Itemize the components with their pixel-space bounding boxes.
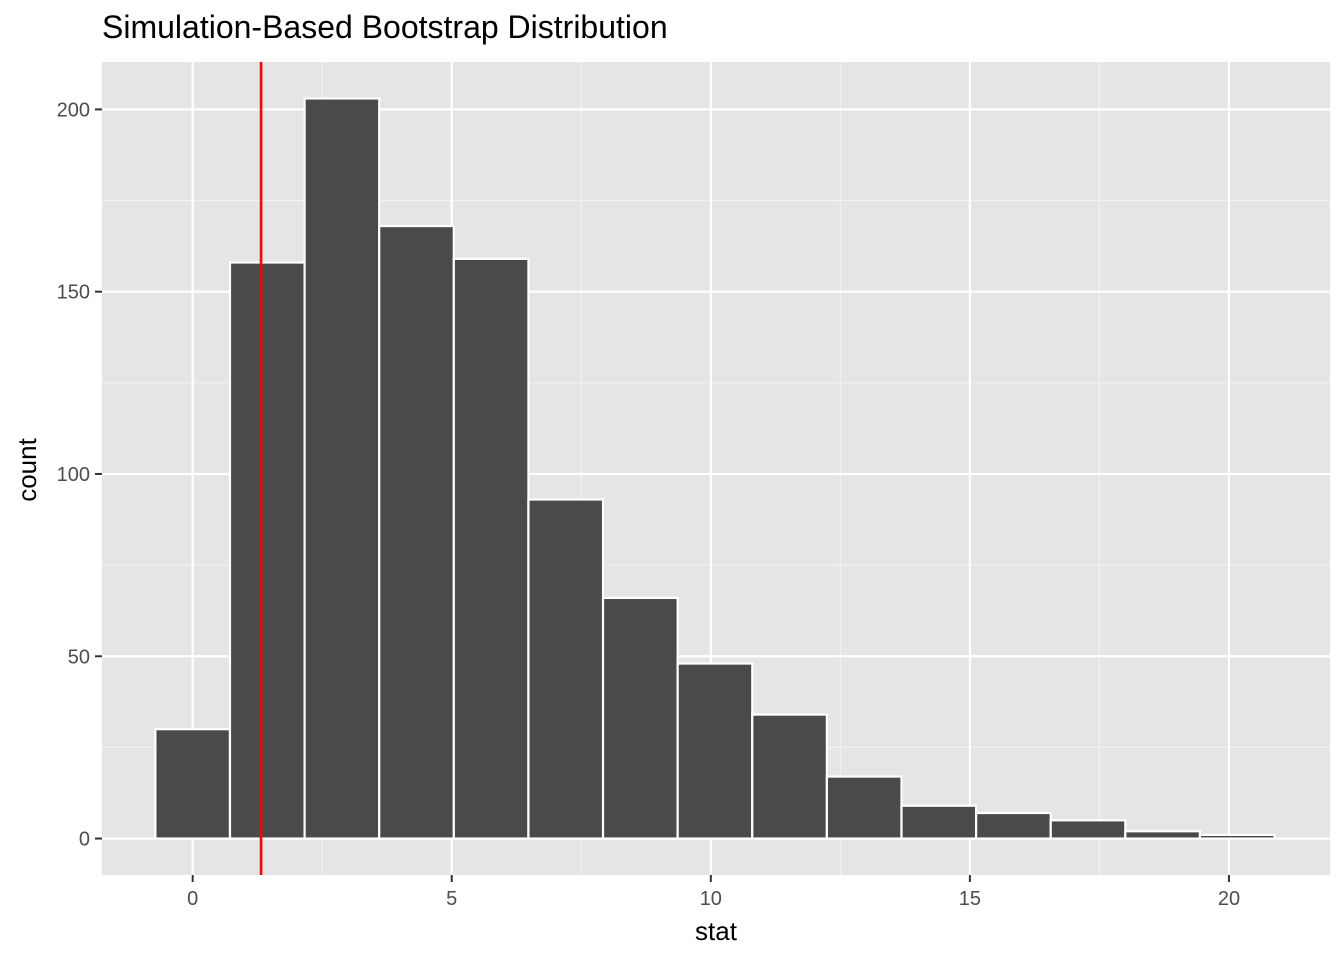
x-axis: 0 5 10 15 20 [187,875,1240,910]
y-tick-label: 50 [68,646,90,668]
histogram-bar [1124,830,1202,840]
x-tick-label: 10 [700,888,722,910]
histogram-bar [1198,833,1276,840]
x-axis-title: stat [695,916,738,946]
chart-title: Simulation-Based Bootstrap Distribution [102,9,668,45]
y-tick-label: 0 [79,829,90,851]
x-tick-label: 5 [446,888,457,910]
histogram-bar [527,498,605,840]
histogram-bar [825,775,903,840]
y-tick-label: 100 [57,464,90,486]
histogram-bar [900,804,978,840]
histogram-bar [378,224,455,840]
y-axis: 0 50 100 150 200 [57,99,102,851]
histogram-bar [154,728,232,840]
y-tick-label: 200 [57,99,90,121]
x-tick-label: 0 [187,888,198,910]
histogram-bar [601,596,679,840]
histogram-bar [975,811,1052,840]
histogram-bar [452,257,530,840]
histogram-bar [676,662,754,840]
x-tick-label: 15 [959,888,981,910]
y-axis-title: count [12,437,42,501]
y-tick-label: 150 [57,282,90,304]
histogram-bar [1049,819,1127,840]
histogram-bar [228,261,306,840]
histogram-bar [303,97,381,840]
x-tick-label: 20 [1218,888,1240,910]
histogram-bars [154,97,1276,840]
histogram-bar [751,713,828,840]
